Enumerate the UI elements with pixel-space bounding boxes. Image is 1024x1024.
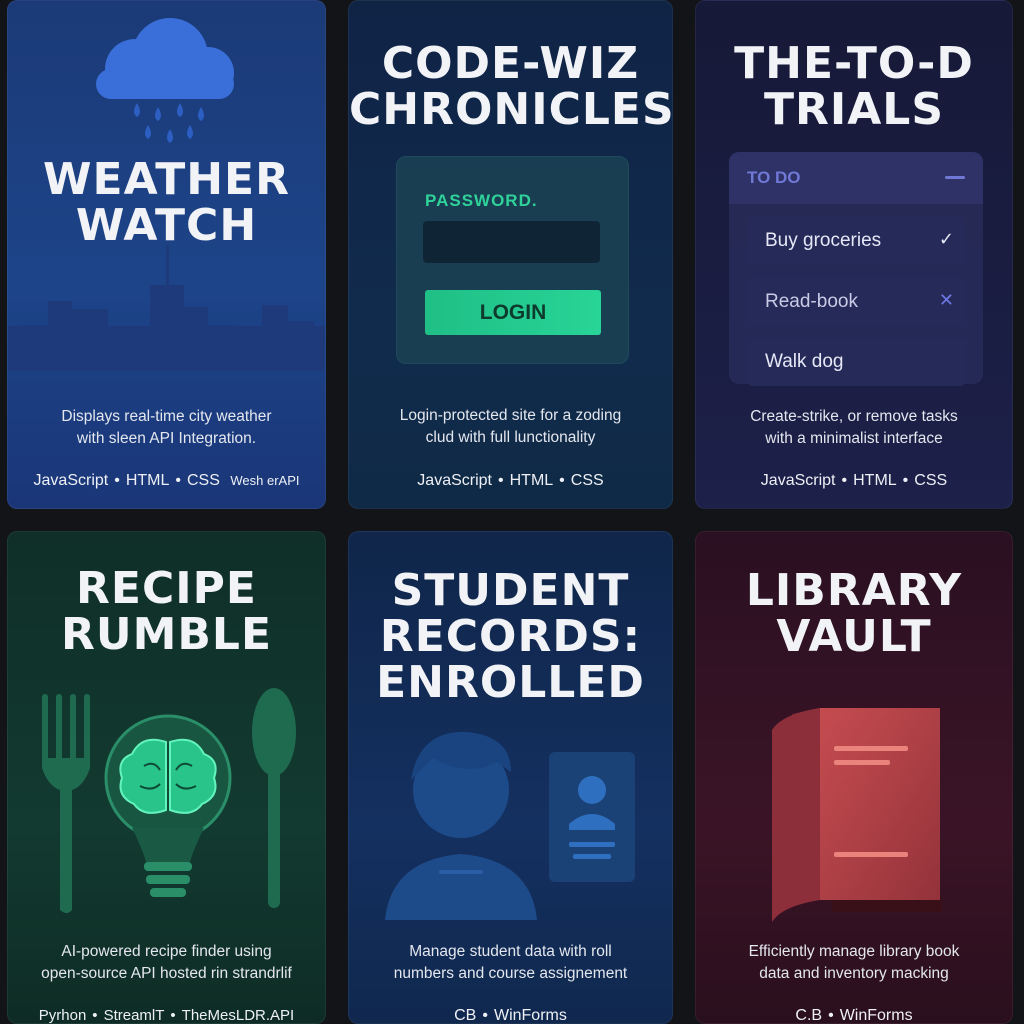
project-card-todo-trials[interactable]: THE-TO-D TRIALS TO DO Buy groceries ✓ Re… (695, 0, 1013, 509)
check-icon[interactable]: ✓ (938, 229, 954, 250)
card-title: THE-TO-D TRIALS (734, 38, 974, 135)
project-card-weather-watch[interactable]: WEATHER WATCH Displays real-time city we… (7, 0, 326, 509)
todo-item[interactable]: Walk dog (747, 338, 966, 386)
tech-stack: JavaScript • HTML • CSS Wesh erAPI (33, 472, 300, 489)
project-card-recipe-rumble[interactable]: RECIPE RUMBLE (7, 531, 326, 1024)
tech-stack: JavaScript • HTML • CSS (417, 472, 604, 489)
lightbulb-brain-icon (42, 688, 296, 913)
tech-stack: Pyrhon • StreamlT • TheMesLDR.API (38, 1007, 295, 1024)
card-title: LIBRARY VAULT (745, 565, 963, 662)
card-title: STUDENT RECORDS: ENROLLED (376, 565, 645, 708)
login-button[interactable]: LOGIN (425, 290, 601, 335)
tech-stack: JavaScript • HTML • CSS (760, 472, 948, 489)
card-description: Manage student data with roll numbers an… (393, 943, 628, 982)
rain-cloud-icon (96, 18, 234, 143)
tech-stack: CB • WinForms (454, 1007, 567, 1024)
todo-item[interactable]: Buy groceries ✓ (747, 217, 966, 265)
city-skyline-illustration (8, 245, 325, 371)
card-description: AI-powered recipe finder using open-sour… (41, 943, 292, 982)
project-card-code-wiz[interactable]: CODE-WIZ CHRONICLES PASSWORD. LOGIN Logi… (348, 0, 673, 509)
tech-stack: C.B • WinForms (795, 1007, 913, 1024)
remove-icon[interactable]: ✕ (938, 290, 954, 311)
card-description: Displays real-time city weather with sle… (61, 408, 272, 447)
card-title: RECIPE RUMBLE (60, 563, 273, 660)
todo-item[interactable]: Read-book ✕ (747, 278, 966, 326)
login-form: PASSWORD. LOGIN (396, 156, 629, 364)
todo-header-label: TO DO (747, 168, 801, 187)
password-label: PASSWORD. (425, 191, 538, 210)
card-title: CODE-WIZ CHRONICLES (349, 38, 673, 135)
password-field[interactable] (423, 221, 600, 263)
book-icon (772, 708, 942, 922)
collapse-icon[interactable] (945, 176, 965, 179)
card-description: Login-protected site for a zoding clud w… (399, 407, 622, 446)
todo-list: TO DO Buy groceries ✓ Read-book ✕ Walk d… (729, 152, 983, 386)
card-description: Create-strike, or remove tasks with a mi… (750, 408, 958, 447)
card-description: Efficiently manage library book data and… (748, 943, 960, 982)
student-avatar-icon (385, 731, 635, 920)
project-card-student-records[interactable]: STUDENT RECORDS: ENROLLED Manage student… (348, 531, 673, 1024)
project-card-library-vault[interactable]: LIBRARY VAULT Efficiently manage library… (695, 531, 1013, 1024)
todo-header: TO DO (729, 152, 983, 204)
card-title: WEATHER WATCH (42, 154, 290, 251)
